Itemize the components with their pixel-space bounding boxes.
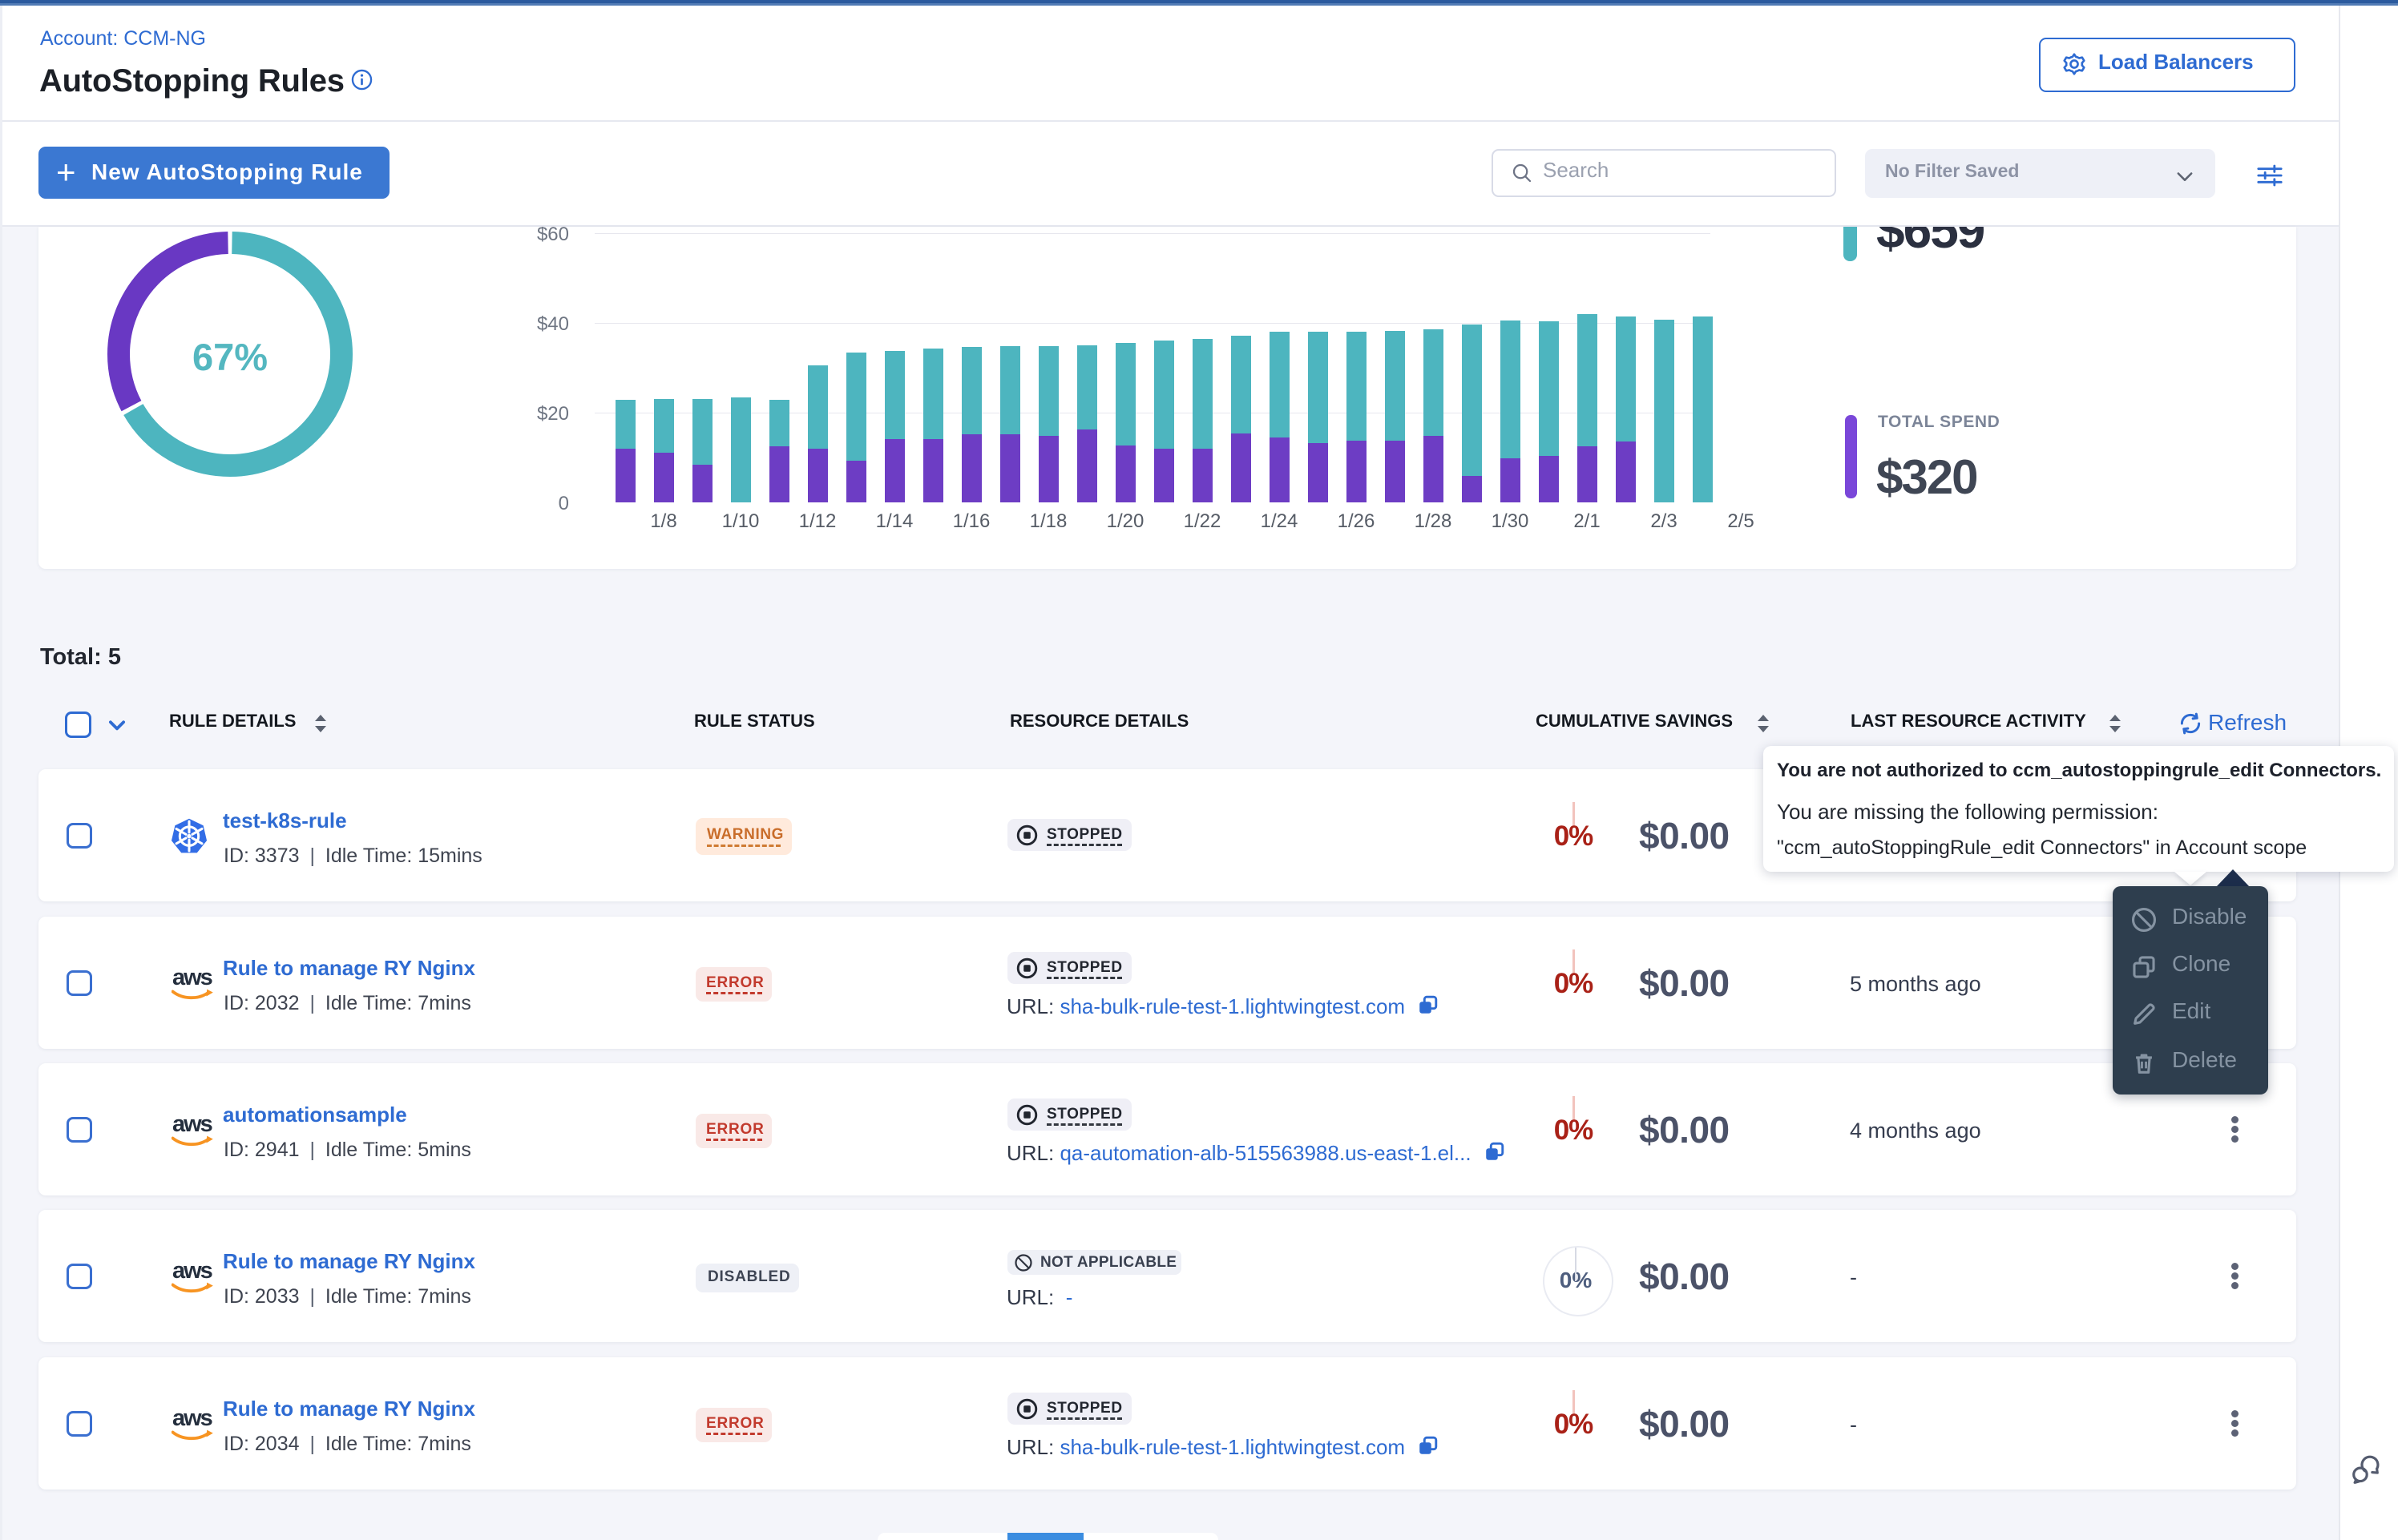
svg-text:67%: 67%	[192, 336, 268, 378]
